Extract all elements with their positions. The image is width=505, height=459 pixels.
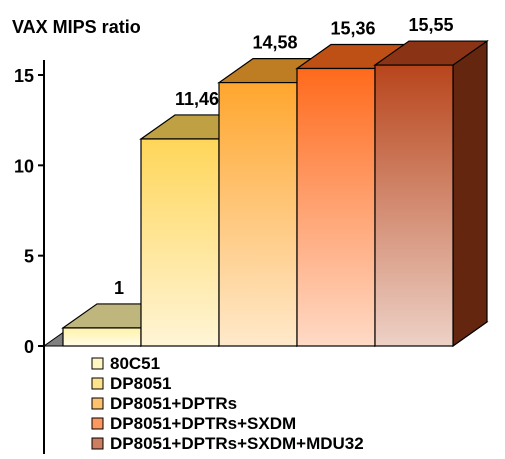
data-label: 11,46 bbox=[175, 89, 219, 109]
chart-title: VAX MIPS ratio bbox=[12, 17, 141, 37]
y-tick-label: 5 bbox=[24, 247, 34, 267]
legend-label: 80C51 bbox=[110, 354, 160, 373]
y-tick-label: 15 bbox=[14, 66, 34, 86]
bar-front bbox=[62, 327, 142, 347]
bar-side bbox=[452, 39, 488, 348]
data-label: 15,55 bbox=[408, 15, 453, 35]
legend-item: DP8051+DPTRs+SXDM+MDU32 bbox=[91, 434, 364, 453]
legend: 80C51DP8051DP8051+DPTRsDP8051+DPTRs+SXDM… bbox=[91, 354, 364, 453]
data-labels: 1 11,46 14,58 15,36 15,55 bbox=[114, 15, 454, 298]
legend-swatch bbox=[91, 357, 104, 370]
legend-label: DP8051+DPTRs bbox=[110, 394, 237, 413]
legend-swatch bbox=[91, 377, 104, 390]
bar-5 bbox=[373, 39, 489, 348]
y-tick-label: 0 bbox=[24, 337, 34, 357]
legend-item: DP8051+DPTRs bbox=[91, 394, 237, 413]
legend-label: DP8051+DPTRs+SXDM+MDU32 bbox=[110, 434, 364, 453]
legend-item: DP8051 bbox=[91, 374, 171, 393]
legend-swatch bbox=[91, 437, 104, 450]
legend-label: DP8051 bbox=[110, 374, 171, 393]
bar-front bbox=[374, 64, 454, 347]
data-label: 14,58 bbox=[252, 33, 297, 53]
legend-swatch bbox=[91, 417, 104, 430]
y-tick-label: 10 bbox=[14, 156, 34, 176]
legend-label: DP8051+DPTRs+SXDM bbox=[110, 414, 296, 433]
legend-item: DP8051+DPTRs+SXDM bbox=[91, 414, 296, 433]
bar-front bbox=[218, 81, 298, 347]
legend-swatch bbox=[91, 397, 104, 410]
bar-front bbox=[296, 67, 376, 347]
bars bbox=[61, 39, 489, 348]
data-label: 15,36 bbox=[330, 18, 375, 38]
y-axis: 0 5 10 15 bbox=[14, 60, 45, 454]
data-label: 1 bbox=[114, 278, 124, 298]
bar-front bbox=[140, 138, 220, 347]
legend-item: 80C51 bbox=[91, 354, 160, 373]
